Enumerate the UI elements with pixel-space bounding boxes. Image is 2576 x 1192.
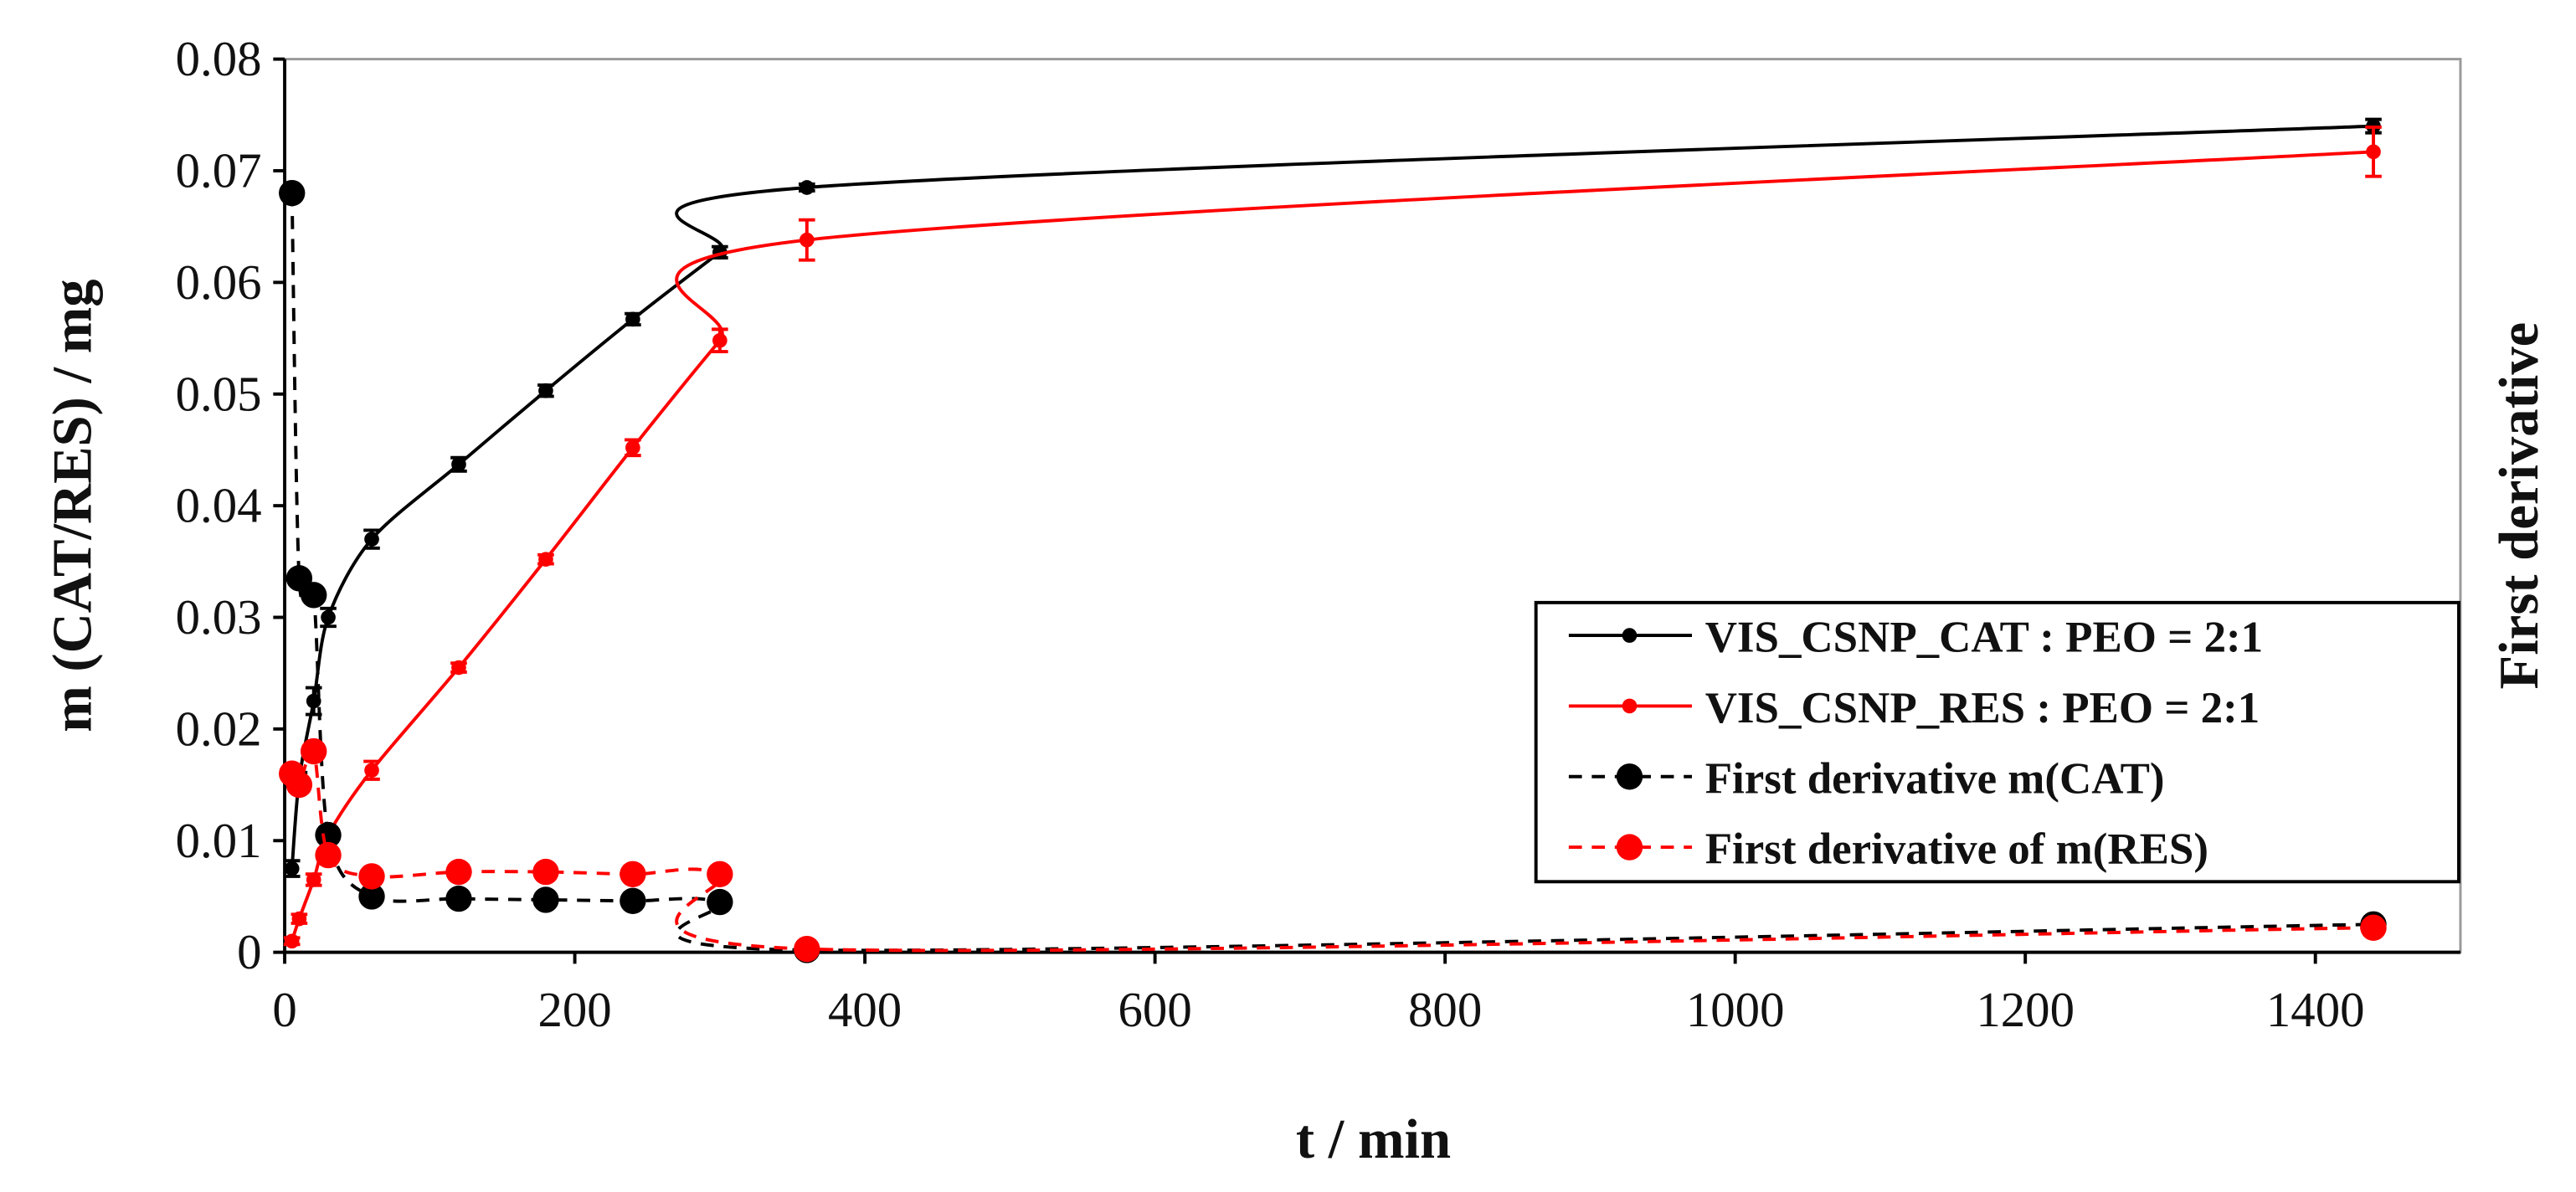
marker [620,887,646,914]
marker [799,232,815,248]
legend-label: First derivative m(CAT) [1705,754,2165,803]
x-tick-label: 1000 [1686,983,1785,1037]
y-tick-label: 0.02 [176,701,262,756]
marker [620,861,646,887]
legend-marker [1616,763,1643,790]
legend-marker [1622,628,1638,643]
marker [532,858,559,886]
y-tick-label: 0.07 [176,144,262,198]
marker [279,179,306,207]
x-tick-label: 200 [537,983,611,1037]
marker [315,821,342,849]
marker [445,858,472,886]
marker [315,841,342,869]
y-tick-label: 0.04 [176,479,262,533]
marker [358,863,385,890]
marker [2360,914,2387,941]
marker [284,933,300,949]
marker [301,582,327,609]
legend-label: VIS_CSNP_RES : PEO = 2:1 [1705,684,2260,732]
y-tick-label: 0.08 [176,32,262,86]
marker [538,552,553,567]
marker [284,861,300,876]
marker [306,872,321,887]
marker [532,886,559,913]
x-tick-label: 800 [1408,983,1482,1037]
series-line [290,748,2374,953]
x-tick-label: 1400 [2266,983,2365,1037]
marker [538,383,553,398]
legend-box [1534,600,2460,884]
marker [321,609,336,625]
y-axis-title: m (CAT/RES) / mg [43,279,104,732]
marker [451,660,466,676]
y-tick-label: 0.05 [176,367,262,421]
x-tick-label: 0 [272,983,296,1037]
marker [301,737,327,765]
marker [2366,144,2381,160]
marker [358,883,385,910]
marker [285,771,313,799]
marker [625,439,640,455]
marker [707,861,733,887]
y-tick-label: 0.01 [176,814,262,868]
marker [445,885,472,912]
x-tick-label: 600 [1118,983,1191,1037]
legend-label: VIS_CSNP_CAT : PEO = 2:1 [1705,614,2263,662]
marker [799,180,815,195]
marker [306,693,321,709]
y2-axis-title: First derivative [2489,322,2550,690]
marker [364,763,379,778]
y-tick-label: 0.03 [176,590,262,645]
legend-marker [1616,834,1643,861]
x-tick-label: 1200 [1976,983,2075,1037]
marker [707,888,733,916]
legend-label: First derivative of m(RES) [1705,825,2208,874]
x-tick-label: 400 [828,983,902,1037]
marker [291,911,307,927]
marker [712,332,728,348]
marker [625,311,640,327]
y-tick-label: 0.06 [176,255,262,310]
legend-marker [1622,698,1638,714]
marker [364,532,379,547]
y-tick-label: 0 [237,925,261,979]
marker [794,935,820,963]
marker [451,456,466,472]
x-axis-title: t / min [1296,1109,1451,1170]
